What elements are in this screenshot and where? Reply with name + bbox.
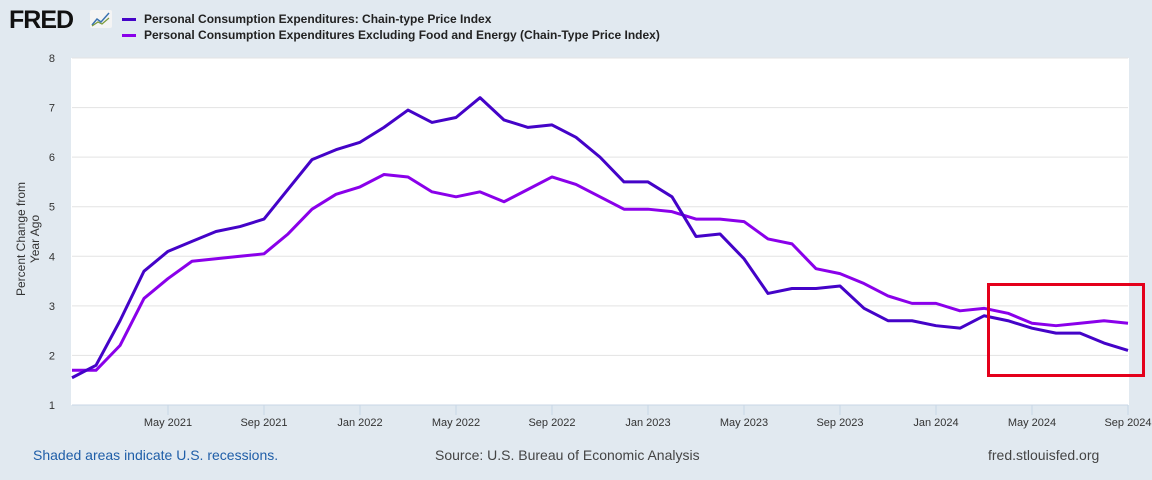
x-tick-label: May 2021 — [144, 417, 192, 429]
x-tick-label: Sep 2022 — [528, 417, 575, 429]
y-tick-label: 8 — [49, 53, 55, 65]
legend-item-pce[interactable]: Personal Consumption Expenditures: Chain… — [122, 11, 660, 27]
x-tick-label: Jan 2022 — [337, 417, 382, 429]
y-tick-label: 5 — [49, 202, 55, 214]
x-tick-label: Jan 2023 — [625, 417, 670, 429]
legend-swatch — [122, 33, 136, 37]
site-link[interactable]: fred.stlouisfed.org — [988, 447, 1100, 463]
y-tick-label: 2 — [49, 350, 55, 362]
y-tick-label: 6 — [49, 152, 55, 164]
x-tick-label: Jan 2024 — [913, 417, 958, 429]
highlight-annotation-box — [987, 283, 1145, 377]
x-tick-label: May 2023 — [720, 417, 768, 429]
x-tick-label: May 2024 — [1008, 417, 1056, 429]
legend-item-core-pce[interactable]: Personal Consumption Expenditures Exclud… — [122, 27, 660, 43]
y-tick-label: 1 — [49, 400, 55, 412]
legend-swatch — [122, 17, 136, 21]
series-line-pce — [71, 96, 1129, 380]
chart-icon — [90, 10, 112, 28]
y-tick-label: 7 — [49, 103, 55, 115]
series-line-core-pce — [72, 172, 1129, 372]
legend-label: Personal Consumption Expenditures: Chain… — [144, 12, 492, 26]
y-tick-label: 4 — [49, 251, 55, 263]
line-chart: 1 2 3 4 5 6 7 8 May 2021 Sep 2021 Jan 2022 May 2022… — [49, 53, 1152, 429]
plot-area — [71, 58, 1129, 405]
x-tick-label: Sep 2023 — [816, 417, 863, 429]
y-tick-label: 3 — [49, 301, 55, 313]
x-tick-label: May 2022 — [432, 417, 480, 429]
chart-legend: Personal Consumption Expenditures: Chain… — [122, 11, 660, 43]
recessions-note: Shaded areas indicate U.S. recessions. — [33, 447, 279, 463]
source-note: Source: U.S. Bureau of Economic Analysis — [435, 447, 700, 463]
legend-label: Personal Consumption Expenditures Exclud… — [144, 28, 660, 42]
x-tick-label: Sep 2021 — [240, 417, 287, 429]
fred-logo[interactable]: FRED — [9, 6, 74, 34]
x-tick-label: Sep 2024 — [1104, 417, 1151, 429]
